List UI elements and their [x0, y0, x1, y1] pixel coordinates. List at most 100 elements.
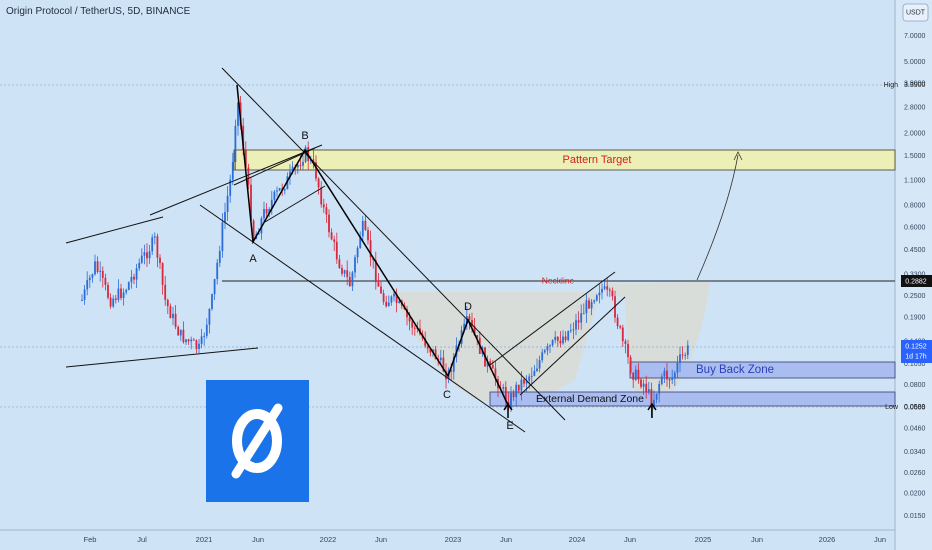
- candle-body: [278, 188, 281, 191]
- candle-body: [585, 300, 588, 314]
- candle-body: [551, 340, 554, 346]
- candle-body: [226, 195, 229, 212]
- candle-body: [231, 162, 234, 180]
- candle-body: [156, 236, 159, 258]
- candle-body: [429, 348, 432, 353]
- candle-body: [671, 377, 674, 380]
- candle-body: [676, 362, 679, 373]
- candle-body: [408, 317, 411, 322]
- time-tick-label: 2021: [196, 535, 213, 544]
- candle-body: [242, 125, 245, 151]
- current-price-tag: 0.1252 1d 17h: [901, 340, 932, 363]
- candle-body: [619, 326, 622, 328]
- price-tick-label: 1.5000: [904, 153, 926, 160]
- candle-body: [315, 162, 317, 179]
- candle-body: [681, 354, 684, 356]
- neckline-value: 0.2882: [905, 278, 927, 285]
- candle-body: [187, 339, 190, 342]
- candle-body: [515, 384, 518, 398]
- neckline-price-tag: 0.2882: [901, 275, 932, 287]
- candle-body: [450, 370, 453, 372]
- candle-body: [523, 379, 525, 384]
- time-tick-label: Feb: [84, 535, 97, 544]
- candle-body: [224, 211, 226, 223]
- currency-button-label[interactable]: USDT: [906, 9, 926, 16]
- candle-body: [679, 354, 681, 363]
- target-arrow: [696, 154, 739, 281]
- candle-body: [234, 125, 237, 163]
- time-tick-label: Jun: [624, 535, 636, 544]
- price-axis-labels: 7.0000 5.0000 3.8000 2.8000 2.0000 1.5000 1.10…: [904, 33, 926, 520]
- time-tick-label: Jun: [874, 535, 886, 544]
- candle-body: [172, 313, 174, 319]
- price-tick-label: 0.0600: [904, 405, 926, 412]
- candle-body: [616, 317, 619, 327]
- candle-body: [468, 316, 471, 320]
- candle-body: [502, 387, 505, 389]
- candle-body: [385, 301, 388, 307]
- candle-body: [354, 257, 356, 273]
- low-price-tag: Low 0.0589: [885, 404, 925, 411]
- candle-body: [140, 255, 143, 263]
- price-tick-label: 2.0000: [904, 131, 926, 138]
- candle-body: [146, 252, 148, 259]
- candle-body: [593, 300, 596, 302]
- candle-body: [221, 222, 224, 252]
- candle-body: [338, 259, 341, 269]
- time-tick-label: Jun: [375, 535, 387, 544]
- candle-body: [432, 349, 434, 353]
- price-tick-label: 0.2500: [904, 293, 926, 300]
- candle-body: [374, 260, 377, 283]
- candle-body: [289, 171, 291, 177]
- candle-body: [99, 270, 102, 272]
- currency-button[interactable]: USDT: [902, 3, 929, 22]
- candle-body: [387, 302, 390, 307]
- low-value: 0.0589: [904, 404, 926, 411]
- candle-body: [520, 379, 523, 391]
- candle-body: [83, 289, 86, 300]
- candle-body: [642, 383, 645, 387]
- time-tick-label: Jun: [500, 535, 512, 544]
- candle-body: [276, 190, 278, 192]
- candle-body: [270, 199, 273, 210]
- pattern-target-label: Pattern Target: [563, 154, 632, 166]
- high-price-tag: High 3.3900: [884, 82, 926, 89]
- candle-body: [595, 295, 598, 301]
- point-label-b: B: [301, 130, 308, 142]
- candle-body: [216, 262, 219, 280]
- candle-body: [546, 346, 549, 351]
- candle-body: [109, 297, 112, 307]
- candle-body: [471, 319, 473, 327]
- price-tick-label: 0.0260: [904, 470, 926, 477]
- candle-body: [161, 263, 164, 285]
- time-tick-label: 2025: [695, 535, 712, 544]
- candle-body: [348, 277, 351, 287]
- time-axis-labels: Feb Jul 2021 Jun 2022 Jun 2023 Jun 2024 Jun 2025 Ju…: [84, 535, 887, 544]
- candle-body: [174, 313, 177, 327]
- candle-body: [572, 329, 575, 331]
- price-tick-label: 0.0200: [904, 490, 926, 497]
- candle-body: [263, 208, 265, 219]
- candle-body: [252, 220, 255, 239]
- candle-body: [164, 284, 167, 300]
- candle-body: [647, 389, 650, 392]
- pattern-target-zone: [233, 149, 896, 171]
- candle-body: [650, 389, 653, 408]
- point-label-a: A: [249, 253, 257, 265]
- price-tick-label: 0.0150: [904, 513, 926, 520]
- candle-body: [364, 220, 367, 230]
- candle-body: [268, 209, 271, 214]
- candle-body: [395, 293, 398, 303]
- pattern-lines: [65, 67, 626, 433]
- candle-body: [135, 268, 138, 280]
- candle-body: [439, 357, 442, 361]
- price-tick-label: 0.8000: [904, 202, 926, 209]
- candle-body: [663, 370, 666, 377]
- candle-body: [494, 368, 497, 379]
- candle-body: [153, 236, 156, 238]
- price-tick-label: 7.0000: [904, 33, 926, 40]
- candle-body: [330, 232, 333, 240]
- candle-body: [624, 341, 627, 344]
- candle-body: [406, 309, 408, 318]
